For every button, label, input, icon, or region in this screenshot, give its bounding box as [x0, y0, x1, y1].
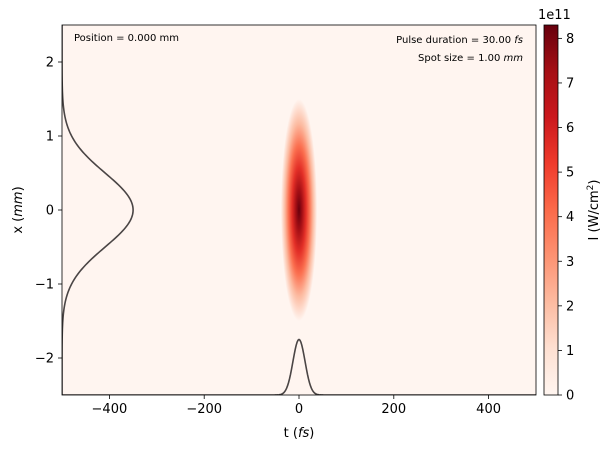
colorbar-tick-label: 0: [566, 389, 574, 404]
y-tick-label: −1: [35, 278, 54, 293]
colorbar-tick-label: 1: [566, 344, 574, 359]
duration-annotation: Pulse duration = 30.00 fs: [396, 35, 523, 46]
colorbar-tick-label: 8: [566, 32, 574, 47]
y-tick-label: −2: [35, 352, 54, 367]
temporal-profile-line: [62, 338, 536, 395]
colorbar-ticks: 0 1 2 3 4 5 6 7 8: [558, 32, 574, 404]
y-axis-ticks: −2 −1 0 1 2: [35, 56, 62, 367]
colorbar-tick-label: 4: [566, 210, 574, 225]
position-annotation: Position = 0.000 mm: [74, 33, 179, 44]
intensity-beam: [280, 99, 318, 321]
x-tick-label: 400: [476, 402, 501, 417]
spot-size-annotation: Spot size = 1.00 mm: [418, 53, 523, 64]
colorbar-label: I (W/cm2): [586, 180, 602, 241]
colorbar-tick-label: 3: [566, 255, 574, 270]
x-tick-label: 0: [295, 402, 303, 417]
y-tick-label: 0: [46, 204, 54, 219]
colorbar-tick-label: 5: [566, 166, 574, 181]
colorbar-tick-label: 7: [566, 76, 574, 91]
y-axis-label: x (mm): [11, 186, 26, 233]
y-tick-label: 2: [46, 56, 54, 71]
x-axis-ticks: −400 −200 0 200 400: [92, 395, 501, 417]
x-tick-label: 200: [381, 402, 406, 417]
x-tick-label: −400: [92, 402, 128, 417]
colorbar: [543, 24, 559, 396]
y-tick-label: 1: [46, 130, 54, 145]
colorbar-tick-label: 6: [566, 121, 574, 136]
colorbar-tick-label: 2: [566, 299, 574, 314]
colorbar-multiplier: 1e11: [538, 8, 571, 23]
x-axis-label: t (fs): [284, 426, 315, 441]
x-tick-label: −200: [186, 402, 222, 417]
